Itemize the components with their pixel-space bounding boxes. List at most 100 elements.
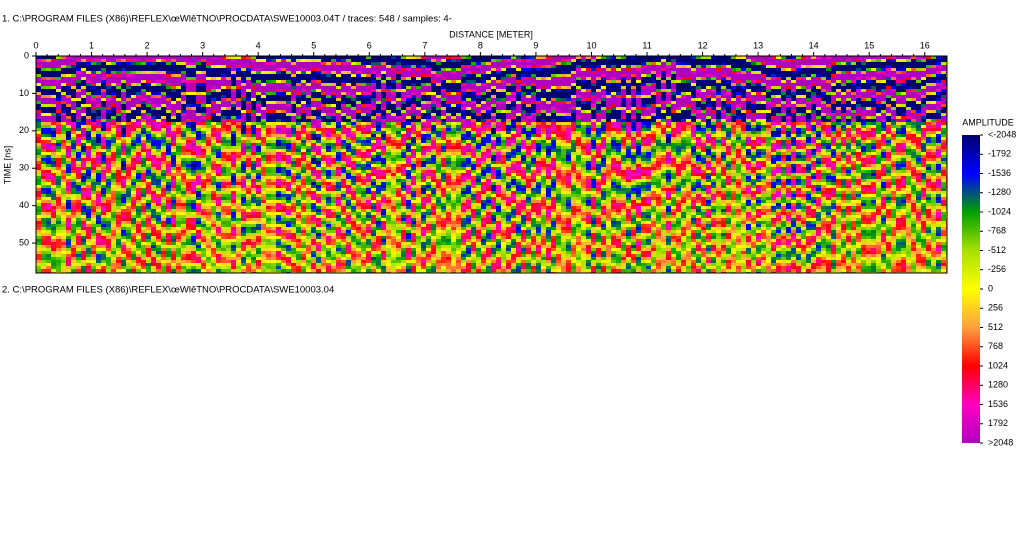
radargram-cell [301,122,307,126]
radargram-cell [206,95,212,99]
radargram-cell [376,104,382,108]
radargram-cell [276,167,282,171]
radargram-cell [56,125,62,129]
radargram-cell [101,86,107,90]
radargram-cell [126,254,132,258]
radargram-cell [56,185,62,189]
radargram-cell [86,173,92,177]
radargram-cell [136,182,142,186]
radargram-cell [316,206,322,210]
radargram-cell [226,248,232,252]
radargram-cell [181,179,187,183]
radargram-cell [161,125,167,129]
radargram-cell [251,92,257,96]
radargram-cell [196,68,202,72]
radargram-cell [191,113,197,117]
radargram-cell [211,188,217,192]
radargram-cell [66,266,72,270]
radargram-cell [46,197,52,201]
radargram-cell [186,134,192,138]
radargram-cell [231,77,237,81]
radargram-cell [346,122,352,126]
radargram-cell [66,257,72,261]
radargram-cell [281,191,287,195]
radargram-cell [106,95,112,99]
radargram-cell [66,209,72,213]
radargram-cell [46,245,52,249]
radargram-cell [311,92,317,96]
radargram-cell [196,74,202,78]
radargram-cell [366,164,372,168]
radargram-cell [316,140,322,144]
radargram-cell [321,179,327,183]
radargram-cell [176,110,182,114]
radargram-cell [231,224,237,228]
radargram-cell [336,254,342,258]
radargram-cell [336,200,342,204]
radargram-cell [161,254,167,258]
radargram-cell [51,140,57,144]
radargram-cell [326,173,332,177]
radargram-cell [196,119,202,123]
radargram-cell [211,251,217,255]
radargram-cell [371,128,377,132]
radargram-cell [171,266,177,270]
radargram-cell [351,98,357,102]
radargram-cell [161,122,167,126]
radargram-cell [316,74,322,78]
radargram-cell [231,116,237,120]
radargram-cell [126,221,132,225]
radargram-cell [201,269,207,273]
radargram-cell [366,224,372,228]
radargram-cell [216,122,222,126]
radargram-cell [346,113,352,117]
radargram-cell [131,62,137,66]
radargram-cell [61,131,67,135]
radargram-cell [286,104,292,108]
radargram-cell [221,62,227,66]
radargram-cell [51,260,57,264]
radargram-cell [321,62,327,66]
radargram-cell [371,104,377,108]
radargram-cell [121,248,127,252]
radargram-cell [201,188,207,192]
radargram-cell [186,143,192,147]
radargram-cell [156,134,162,138]
radargram-cell [376,137,382,141]
radargram-cell [361,149,367,153]
radargram-cell [201,212,207,216]
radargram-cell [226,191,232,195]
radargram-cell [266,146,272,150]
radargram-cell [196,98,202,102]
radargram-cell [36,185,42,189]
radargram-cell [361,101,367,105]
radargram-cell [331,128,337,132]
radargram-cell [266,257,272,261]
radargram-cell [86,221,92,225]
radargram-cell [371,179,377,183]
radargram-cell [46,155,52,159]
radargram-cell [101,257,107,261]
radargram-cell [176,95,182,99]
radargram-cell [221,74,227,78]
radargram-cell [321,227,327,231]
radargram-cell [301,251,307,255]
radargram-cell [321,122,327,126]
radargram-cell [296,176,302,180]
radargram-cell [296,242,302,246]
radargram-cell [126,206,132,210]
radargram-cell [116,131,122,135]
radargram-cell [91,206,97,210]
radargram-cell [166,104,172,108]
radargram-cell [366,182,372,186]
radargram-cell [146,107,152,111]
radargram-cell [46,176,52,180]
radargram-cell [206,65,212,69]
radargram-cell [101,149,107,153]
radargram-cell [301,245,307,249]
radargram-cell [156,80,162,84]
radargram-cell [56,146,62,150]
radargram-cell [71,167,77,171]
radargram-cell [106,98,112,102]
radargram-cell [326,167,332,171]
